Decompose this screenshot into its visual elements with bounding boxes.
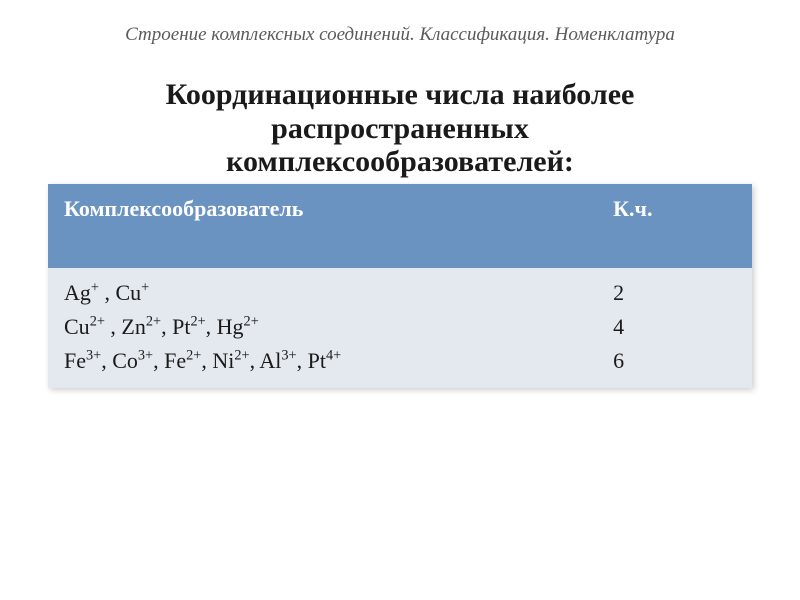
former-row-1: Ag+ , Cu+ — [64, 276, 581, 310]
former-row-2: Cu2+ , Zn2+, Pt2+, Hg2+ — [64, 310, 581, 344]
coordination-table: Комплексообразователь К.ч. Ag+ , Cu+ Cu2… — [48, 184, 752, 388]
title-line-3: комплексообразователей: — [226, 145, 574, 178]
former-row-3: Fe3+, Co3+, Fe2+, Ni2+, Al3+, Pt4+ — [64, 344, 581, 378]
table-header-row: Комплексообразователь К.ч. — [48, 184, 752, 268]
cell-complex-formers: Ag+ , Cu+ Cu2+ , Zn2+, Pt2+, Hg2+ Fe3+, … — [48, 268, 597, 388]
cn-row-1: 2 — [613, 276, 736, 310]
header-complex-former: Комплексообразователь — [48, 184, 597, 268]
slide: Строение комплексных соединений. Классиф… — [0, 0, 800, 600]
title-line-1: Координационные числа наиболее — [166, 78, 635, 111]
coordination-table-wrap: Комплексообразователь К.ч. Ag+ , Cu+ Cu2… — [48, 184, 752, 388]
header-coordination-number: К.ч. — [597, 184, 752, 268]
title-line-2: распространенных — [271, 112, 529, 145]
slide-subtitle: Строение комплексных соединений. Классиф… — [0, 24, 800, 47]
slide-title: Координационные числа наиболее распростр… — [0, 78, 800, 179]
table-body-row: Ag+ , Cu+ Cu2+ , Zn2+, Pt2+, Hg2+ Fe3+, … — [48, 268, 752, 388]
cn-row-3: 6 — [613, 344, 736, 378]
cell-coordination-numbers: 2 4 6 — [597, 268, 752, 388]
cn-row-2: 4 — [613, 310, 736, 344]
